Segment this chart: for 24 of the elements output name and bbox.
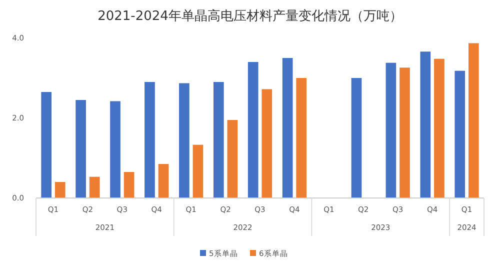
bar (434, 58, 444, 198)
bar (386, 62, 396, 198)
bar (158, 164, 169, 198)
bar (262, 89, 272, 198)
bar (248, 62, 258, 198)
chart-title: 2021-2024年单晶高电压材料产量变化情况（万吨） (98, 8, 402, 24)
bar (296, 78, 307, 198)
bar (144, 82, 155, 198)
bar (124, 172, 134, 198)
bar (192, 144, 204, 198)
bar (468, 43, 479, 198)
bar (41, 92, 52, 198)
bar (282, 58, 293, 198)
bar (76, 100, 86, 198)
bar (420, 52, 431, 198)
bar (454, 70, 466, 198)
bar (227, 120, 238, 198)
bar (213, 82, 224, 198)
bar (89, 176, 100, 198)
bar (400, 68, 410, 198)
bar (110, 101, 120, 198)
bar (351, 78, 362, 198)
bar (54, 182, 66, 198)
bar (179, 83, 190, 198)
